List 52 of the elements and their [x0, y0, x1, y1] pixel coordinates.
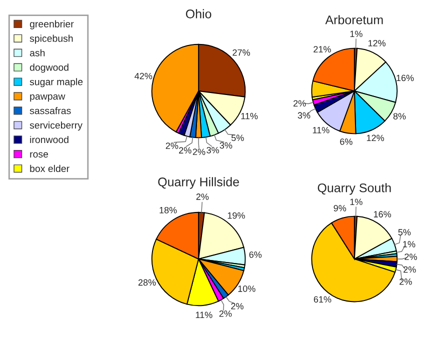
data-label: 11%: [241, 112, 258, 120]
legend-label: ash: [30, 49, 45, 56]
legend-label: rose: [30, 152, 48, 158]
data-label: 16%: [396, 74, 414, 82]
data-label: 8%: [393, 113, 406, 120]
data-label: 42%: [134, 72, 152, 80]
data-label: 12%: [366, 134, 384, 142]
data-label: 18%: [160, 206, 177, 214]
data-label: 27%: [232, 49, 250, 56]
data-label: 2%: [219, 310, 232, 317]
data-label: 21%: [314, 46, 331, 52]
data-label: 5%: [231, 134, 244, 142]
data-label: 12%: [368, 40, 386, 46]
data-label: 2%: [404, 266, 416, 273]
data-label: 1%: [403, 241, 416, 248]
data-label: 2%: [179, 147, 192, 154]
data-label: 1%: [350, 198, 362, 206]
data-label: 2%: [192, 148, 206, 155]
legend-label: spicebush: [30, 34, 73, 44]
legend-label: box elder: [30, 164, 70, 172]
data-label: 11%: [312, 126, 330, 134]
data-label: 2%: [404, 254, 417, 260]
legend-label: serviceberry: [30, 122, 82, 131]
data-label: 61%: [314, 296, 332, 303]
chart-title: Quarry South: [318, 183, 391, 195]
data-label: 3%: [206, 146, 220, 154]
legend-label: greenbrier: [30, 20, 74, 30]
legend-label: pawpaw: [30, 94, 66, 102]
data-label: 2%: [294, 100, 306, 107]
chart-title: Arboretum: [325, 15, 383, 24]
data-label: 19%: [228, 212, 245, 219]
data-label: 2%: [166, 142, 178, 149]
data-label: 3%: [298, 112, 310, 119]
data-label: 9%: [334, 205, 346, 212]
data-label: 2%: [400, 278, 412, 285]
legend-label: dogwood: [30, 64, 68, 73]
data-label: 10%: [238, 286, 256, 292]
data-label: 5%: [398, 229, 411, 236]
chart-title: Quarry Hillside: [158, 177, 239, 189]
data-label: 16%: [374, 211, 392, 218]
data-label: 6%: [340, 138, 352, 145]
data-label: 1%: [350, 30, 362, 38]
legend-label: sassafras: [30, 107, 71, 114]
data-label: 6%: [249, 251, 262, 258]
data-label: 28%: [138, 279, 156, 286]
legend-label: ironwood: [30, 136, 68, 144]
data-label: 3%: [220, 142, 232, 149]
data-label: 2%: [231, 302, 244, 310]
legend-label: sugar maple: [30, 78, 83, 88]
data-label: 11%: [196, 312, 212, 318]
data-label: 2%: [196, 194, 209, 200]
chart-title: Ohio: [186, 9, 212, 18]
